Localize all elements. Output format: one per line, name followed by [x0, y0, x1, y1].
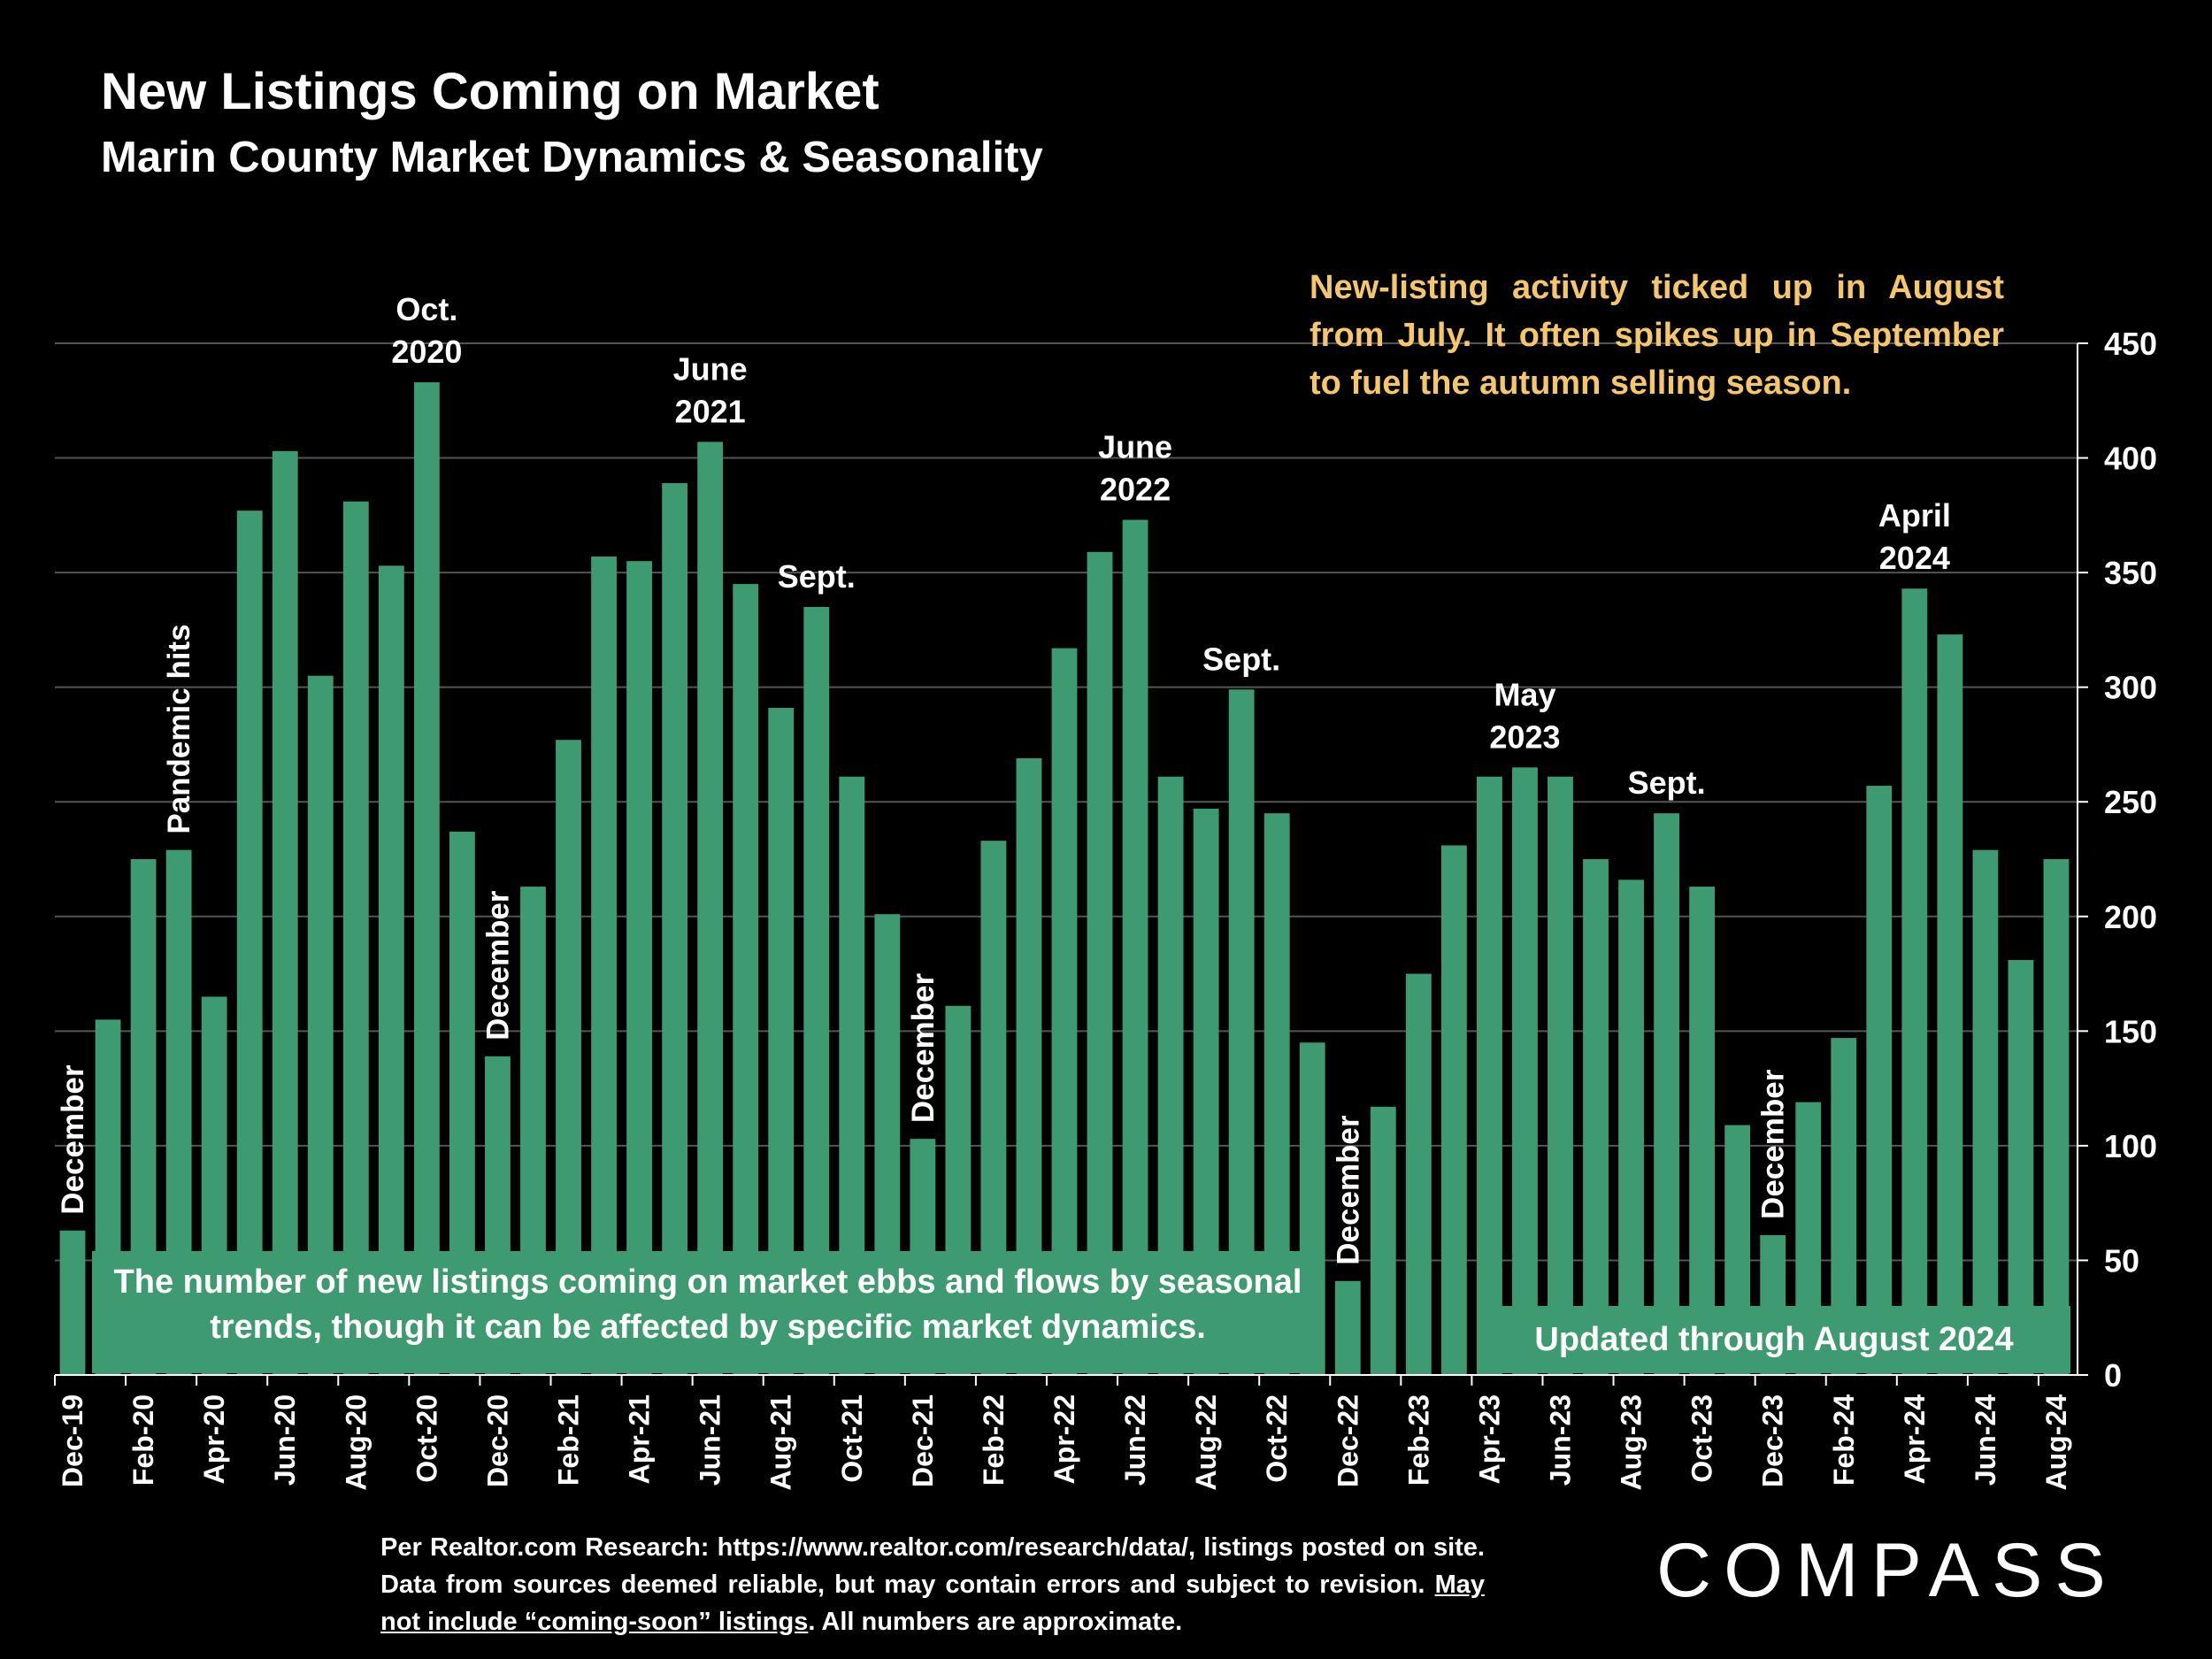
info-box-seasonality: The number of new listings coming on mar… — [92, 1251, 1324, 1373]
bar-Aug-24 — [2043, 859, 2070, 1375]
bar-Jul-24 — [2008, 960, 2034, 1375]
x-tick-label: Apr-24 — [1899, 1394, 1931, 1485]
bar-Mar-23 — [1440, 845, 1467, 1375]
bar-May-22 — [1087, 551, 1113, 1375]
source-text: Per Realtor.com Research: https://www.re… — [380, 1533, 1485, 1599]
y-tick-label: 250 — [2104, 784, 2157, 820]
y-tick-label: 0 — [2104, 1357, 2122, 1394]
bar-Sep-21 — [803, 606, 830, 1375]
bar-Jul-21 — [733, 584, 759, 1375]
x-tick-label: Feb-22 — [978, 1394, 1010, 1486]
annotation-label: Sept. — [778, 558, 856, 595]
annotation-label: December — [480, 890, 515, 1041]
annotation-label: December — [906, 972, 941, 1123]
callout-note: New-listing activity ticked up in August… — [1310, 269, 2004, 402]
source-text-end: . All numbers are approximate. — [808, 1608, 1183, 1636]
x-tick-label: Feb-21 — [553, 1394, 585, 1486]
x-tick-label: Aug-23 — [1616, 1394, 1647, 1490]
bar-May-24 — [1937, 634, 1963, 1375]
chart-title: New Listings Coming on Market — [101, 63, 879, 120]
x-tick-label: Dec-23 — [1757, 1394, 1789, 1487]
x-tick-label: Apr-20 — [198, 1394, 230, 1484]
bar-Feb-23 — [1405, 973, 1432, 1375]
y-tick-label: 300 — [2104, 670, 2157, 706]
bar-Aug-20 — [342, 501, 369, 1375]
x-tick-label: Jun-22 — [1119, 1394, 1151, 1486]
bars — [59, 382, 2070, 1376]
annotation-label: May 2023 — [1489, 676, 1560, 755]
y-tick-label: 100 — [2104, 1128, 2157, 1164]
info-box-updated: Updated through August 2024 — [1478, 1306, 2070, 1373]
x-tick-label: Feb-20 — [127, 1394, 159, 1486]
y-tick-label: 150 — [2104, 1013, 2157, 1049]
x-tick-label: Oct-22 — [1261, 1394, 1293, 1483]
annotation-label: April 2024 — [1878, 497, 1951, 576]
x-tick-label: Oct-20 — [411, 1394, 442, 1483]
annotation-label: Pandemic hits — [162, 624, 196, 833]
bar-Jun-22 — [1122, 519, 1148, 1375]
bar-Jun-24 — [1972, 849, 1999, 1375]
x-tick-label: Dec-22 — [1332, 1394, 1363, 1487]
bar-Jun-20 — [272, 450, 298, 1375]
y-tick-label: 350 — [2104, 555, 2157, 591]
x-tick-label: Jun-24 — [1970, 1394, 2001, 1486]
x-tick-label: Oct-21 — [836, 1394, 868, 1483]
source-underlined: May not include “coming-soon” listings — [380, 1571, 1485, 1636]
annotations: December Pandemic hits Oct. 2020 December Jun… — [56, 291, 1951, 1265]
x-tick-label: Aug-20 — [340, 1394, 372, 1490]
bar-Dec-22 — [1334, 1280, 1361, 1375]
y-tick-label: 400 — [2104, 441, 2157, 477]
y-tick-label: 50 — [2104, 1242, 2139, 1279]
bar-Apr-24 — [1901, 588, 1928, 1375]
x-tick-label: Dec-21 — [907, 1394, 939, 1487]
x-tick-label: Dec-20 — [481, 1394, 513, 1487]
annotation-label: December — [56, 1064, 90, 1215]
x-tick-label: Aug-22 — [1190, 1394, 1222, 1490]
bar-Mar-21 — [591, 556, 617, 1375]
y-tick-label: 450 — [2104, 326, 2157, 362]
x-tick-label: Oct-23 — [1686, 1394, 1718, 1483]
x-tick-label: Jun-21 — [695, 1394, 726, 1486]
chart-subtitle: Marin County Market Dynamics & Seasonali… — [101, 134, 1043, 181]
annotation-label: Sept. — [1628, 764, 1706, 801]
bar-Jun-23 — [1548, 776, 1573, 1375]
bar-Aug-23 — [1618, 879, 1644, 1375]
bar-Jun-21 — [697, 442, 724, 1376]
compass-logo: COMPASS — [1656, 1528, 2118, 1613]
axes: 0 50 100 150 200 250 300 350 400 450 Dec-19 Feb-20 A… — [54, 326, 2157, 1491]
annotation-label: December — [1756, 1069, 1791, 1219]
annotation-label: June 2022 — [1098, 429, 1172, 508]
annotation-label: June 2021 — [673, 350, 748, 429]
y-tick-label: 200 — [2104, 899, 2157, 935]
bar-Oct-23 — [1689, 887, 1716, 1375]
bar-Jul-23 — [1583, 859, 1609, 1375]
x-tick-label: Feb-24 — [1828, 1394, 1860, 1486]
bar-May-23 — [1512, 767, 1538, 1375]
annotation-label: December — [1331, 1115, 1365, 1265]
bar-Apr-23 — [1477, 776, 1502, 1375]
x-tick-label: Dec-19 — [57, 1394, 88, 1487]
x-tick-label: Aug-21 — [765, 1394, 797, 1490]
x-tick-label: Jun-23 — [1544, 1394, 1576, 1486]
x-tick-label: Apr-21 — [624, 1394, 656, 1484]
bar-Oct-20 — [413, 382, 440, 1376]
x-tick-label: Jun-20 — [269, 1394, 301, 1486]
bar-Dec-19 — [59, 1230, 86, 1375]
bar-Jan-23 — [1370, 1106, 1396, 1375]
x-tick-label: Apr-23 — [1473, 1394, 1505, 1484]
x-tick-label: Aug-24 — [2040, 1394, 2072, 1491]
bar-May-20 — [236, 511, 263, 1375]
annotation-label: Oct. 2020 — [391, 291, 462, 370]
bar-Sep-23 — [1654, 813, 1680, 1375]
x-tick-label: Apr-22 — [1048, 1394, 1080, 1484]
bar-May-21 — [662, 483, 688, 1375]
bar-Sep-20 — [378, 565, 404, 1375]
source-note: Per Realtor.com Research: https://www.re… — [380, 1529, 1485, 1640]
bar-Apr-21 — [626, 561, 652, 1375]
annotation-label: Sept. — [1202, 641, 1280, 677]
x-tick-label: Feb-23 — [1402, 1394, 1434, 1486]
bar-Mar-24 — [1866, 786, 1893, 1375]
